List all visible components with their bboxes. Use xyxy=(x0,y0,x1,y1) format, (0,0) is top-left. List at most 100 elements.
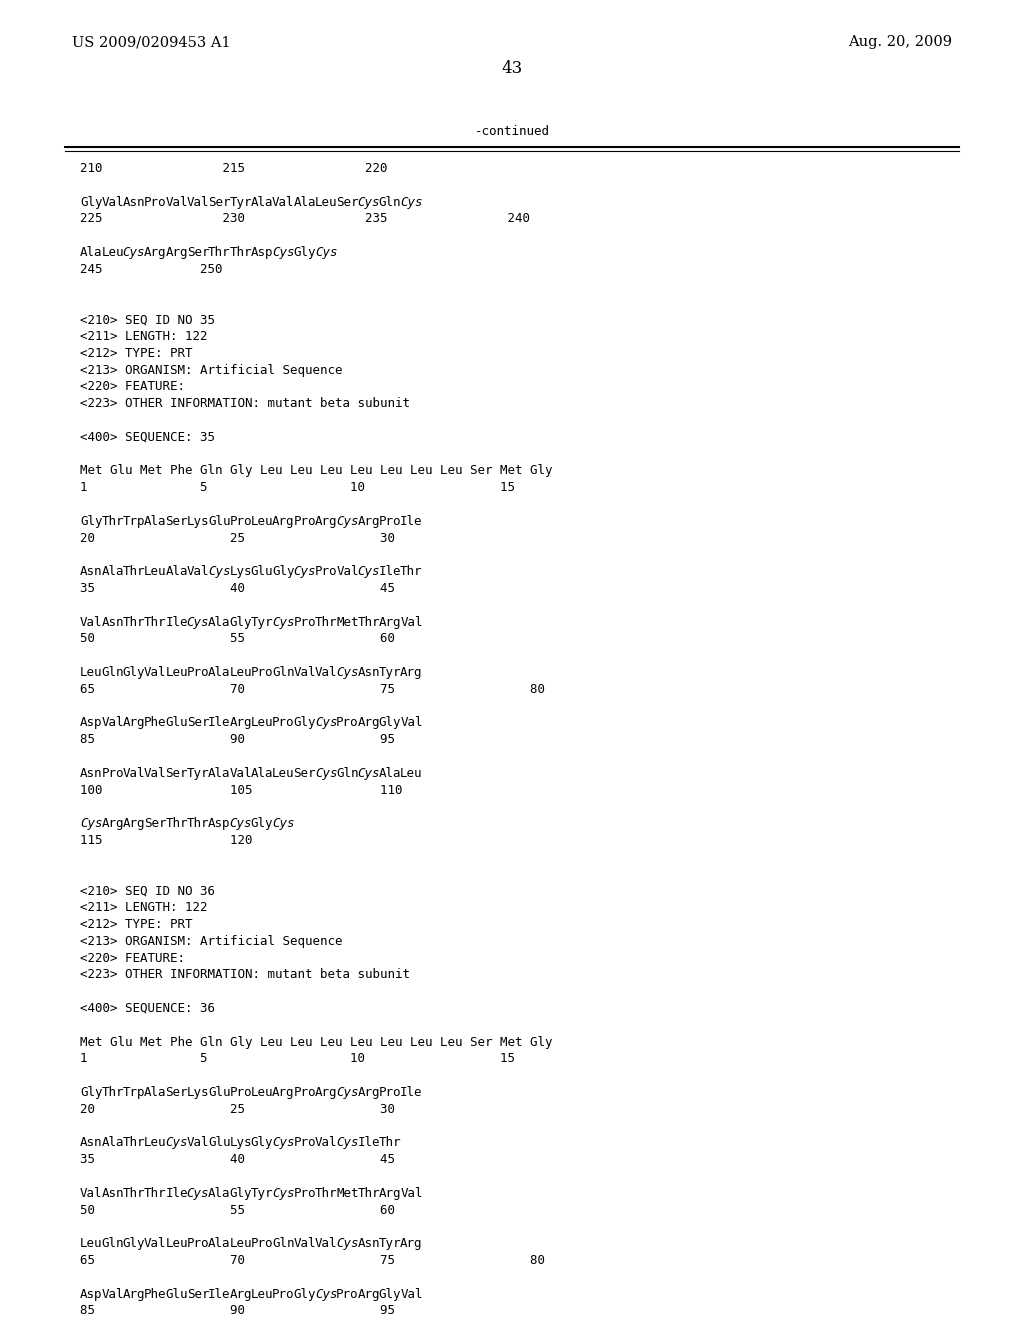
Text: Glu: Glu xyxy=(251,565,273,578)
Text: Ser: Ser xyxy=(208,195,230,209)
Text: Thr: Thr xyxy=(186,817,209,830)
Text: <213> ORGANISM: Artificial Sequence: <213> ORGANISM: Artificial Sequence xyxy=(80,935,342,948)
Text: Thr: Thr xyxy=(123,615,145,628)
Text: 100                 105                 110: 100 105 110 xyxy=(80,784,402,796)
Text: Val: Val xyxy=(272,195,295,209)
Text: Cys: Cys xyxy=(208,565,230,578)
Text: Tyr: Tyr xyxy=(251,615,273,628)
Text: 65                  70                  75                  80: 65 70 75 80 xyxy=(80,1254,545,1267)
Text: 1               5                   10                  15: 1 5 10 15 xyxy=(80,482,515,494)
Text: Val: Val xyxy=(314,1237,337,1250)
Text: Val: Val xyxy=(400,615,423,628)
Text: 245             250: 245 250 xyxy=(80,263,222,276)
Text: Asn: Asn xyxy=(123,195,145,209)
Text: Cys: Cys xyxy=(314,246,337,259)
Text: Val: Val xyxy=(101,1287,124,1300)
Text: Arg: Arg xyxy=(379,1187,401,1200)
Text: Cys: Cys xyxy=(272,1137,295,1150)
Text: Cys: Cys xyxy=(272,1187,295,1200)
Text: Gly: Gly xyxy=(294,717,316,730)
Text: Asp: Asp xyxy=(208,817,230,830)
Text: Leu: Leu xyxy=(229,667,252,678)
Text: Ala: Ala xyxy=(294,195,316,209)
Text: Val: Val xyxy=(400,1187,423,1200)
Text: Met Glu Met Phe Gln Gly Leu Leu Leu Leu Leu Leu Leu Ser Met Gly: Met Glu Met Phe Gln Gly Leu Leu Leu Leu … xyxy=(80,465,553,478)
Text: <223> OTHER INFORMATION: mutant beta subunit: <223> OTHER INFORMATION: mutant beta sub… xyxy=(80,397,410,411)
Text: Pro: Pro xyxy=(294,1137,316,1150)
Text: Cys: Cys xyxy=(336,1086,358,1100)
Text: Gln: Gln xyxy=(101,667,124,678)
Text: Aug. 20, 2009: Aug. 20, 2009 xyxy=(848,36,952,49)
Text: Pro: Pro xyxy=(251,667,273,678)
Text: Ala: Ala xyxy=(144,515,167,528)
Text: <211> LENGTH: 122: <211> LENGTH: 122 xyxy=(80,902,208,915)
Text: Arg: Arg xyxy=(400,1237,423,1250)
Text: <220> FEATURE:: <220> FEATURE: xyxy=(80,380,185,393)
Text: Ile: Ile xyxy=(208,1287,230,1300)
Text: Val: Val xyxy=(400,1287,423,1300)
Text: Arg: Arg xyxy=(272,1086,295,1100)
Text: Gln: Gln xyxy=(272,1237,295,1250)
Text: Pro: Pro xyxy=(229,1086,252,1100)
Text: <213> ORGANISM: Artificial Sequence: <213> ORGANISM: Artificial Sequence xyxy=(80,363,342,376)
Text: Ser: Ser xyxy=(144,817,167,830)
Text: 50                  55                  60: 50 55 60 xyxy=(80,632,395,645)
Text: <212> TYPE: PRT: <212> TYPE: PRT xyxy=(80,917,193,931)
Text: Lys: Lys xyxy=(229,565,252,578)
Text: Leu: Leu xyxy=(251,515,273,528)
Text: 20                  25                  30: 20 25 30 xyxy=(80,1102,395,1115)
Text: Leu: Leu xyxy=(80,1237,102,1250)
Text: Thr: Thr xyxy=(357,1187,380,1200)
Text: Leu: Leu xyxy=(80,667,102,678)
Text: Thr: Thr xyxy=(123,1137,145,1150)
Text: Leu: Leu xyxy=(251,717,273,730)
Text: Thr: Thr xyxy=(101,1086,124,1100)
Text: Ile: Ile xyxy=(357,1137,380,1150)
Text: Cys: Cys xyxy=(357,565,380,578)
Text: Cys: Cys xyxy=(400,195,423,209)
Text: Cys: Cys xyxy=(272,817,295,830)
Text: Ile: Ile xyxy=(166,615,187,628)
Text: Phe: Phe xyxy=(144,717,167,730)
Text: Asp: Asp xyxy=(80,717,102,730)
Text: Cys: Cys xyxy=(314,1287,337,1300)
Text: Ser: Ser xyxy=(294,767,316,780)
Text: Cys: Cys xyxy=(80,817,102,830)
Text: Glu: Glu xyxy=(208,1137,230,1150)
Text: Val: Val xyxy=(229,767,252,780)
Text: Lys: Lys xyxy=(186,515,209,528)
Text: Tyr: Tyr xyxy=(379,667,401,678)
Text: Trp: Trp xyxy=(123,515,145,528)
Text: Asn: Asn xyxy=(80,565,102,578)
Text: Arg: Arg xyxy=(314,1086,337,1100)
Text: Asp: Asp xyxy=(80,1287,102,1300)
Text: Gly: Gly xyxy=(229,1187,252,1200)
Text: Cys: Cys xyxy=(123,246,145,259)
Text: Ser: Ser xyxy=(166,1086,187,1100)
Text: Glu: Glu xyxy=(208,515,230,528)
Text: Val: Val xyxy=(80,1187,102,1200)
Text: Gly: Gly xyxy=(229,615,252,628)
Text: Arg: Arg xyxy=(123,1287,145,1300)
Text: Pro: Pro xyxy=(336,1287,358,1300)
Text: Asn: Asn xyxy=(80,1137,102,1150)
Text: Tyr: Tyr xyxy=(251,1187,273,1200)
Text: Ile: Ile xyxy=(400,1086,423,1100)
Text: Gly: Gly xyxy=(123,667,145,678)
Text: Cys: Cys xyxy=(336,1237,358,1250)
Text: Thr: Thr xyxy=(314,615,337,628)
Text: Leu: Leu xyxy=(251,1287,273,1300)
Text: Thr: Thr xyxy=(166,817,187,830)
Text: Lys: Lys xyxy=(186,1086,209,1100)
Text: Thr: Thr xyxy=(208,246,230,259)
Text: 50                  55                  60: 50 55 60 xyxy=(80,1204,395,1217)
Text: Arg: Arg xyxy=(357,717,380,730)
Text: Glu: Glu xyxy=(166,1287,187,1300)
Text: Gln: Gln xyxy=(272,667,295,678)
Text: Val: Val xyxy=(400,717,423,730)
Text: Pro: Pro xyxy=(229,515,252,528)
Text: Pro: Pro xyxy=(144,195,167,209)
Text: Thr: Thr xyxy=(379,1137,401,1150)
Text: Arg: Arg xyxy=(123,717,145,730)
Text: Pro: Pro xyxy=(314,565,337,578)
